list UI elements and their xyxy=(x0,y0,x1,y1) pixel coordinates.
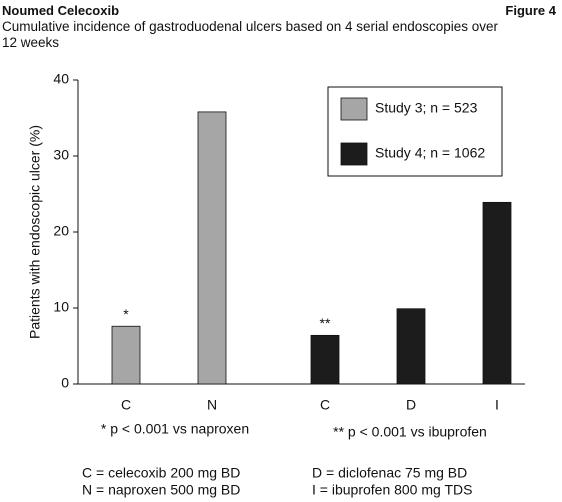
bar xyxy=(111,325,141,385)
significance-marker: ** xyxy=(320,315,331,331)
x-tick-label: C xyxy=(320,397,330,413)
footnote: ** p < 0.001 vs ibuprofen xyxy=(333,424,487,440)
y-tick-label: 0 xyxy=(61,375,69,391)
abbreviation: I = ibuprofen 800 mg TDS xyxy=(312,482,472,498)
abbreviation: D = diclofenac 75 mg BD xyxy=(312,465,467,481)
y-tick-label: 40 xyxy=(53,71,69,87)
x-tick-label: I xyxy=(495,397,499,413)
bar xyxy=(482,201,512,385)
bar xyxy=(197,111,227,385)
legend-box xyxy=(327,86,503,177)
bar xyxy=(310,334,340,385)
brand: Noumed Celecoxib xyxy=(2,3,120,18)
chart-title: Cumulative incidence of gastroduodenal u… xyxy=(2,19,499,50)
y-tick-label: 20 xyxy=(53,223,69,239)
x-tick-label: N xyxy=(207,397,217,413)
legend-label: Study 4; n = 1062 xyxy=(375,145,485,161)
x-tick-label: D xyxy=(406,397,416,413)
legend-label: Study 3; n = 523 xyxy=(375,100,478,116)
bar xyxy=(396,308,426,385)
figure-number: Figure 4 xyxy=(505,3,556,18)
abbreviation: C = celecoxib 200 mg BD xyxy=(82,465,240,481)
legend-swatch xyxy=(340,97,368,121)
y-tick-label: 30 xyxy=(53,147,69,163)
y-axis-label: Patients with endoscopic ulcer (%) xyxy=(27,125,43,339)
footnote: * p < 0.001 vs naproxen xyxy=(101,421,249,437)
significance-marker: * xyxy=(123,306,129,322)
legend-swatch xyxy=(340,142,368,166)
y-tick-label: 10 xyxy=(53,299,69,315)
x-tick-label: C xyxy=(121,397,131,413)
abbreviation: N = naproxen 500 mg BD xyxy=(82,482,240,498)
